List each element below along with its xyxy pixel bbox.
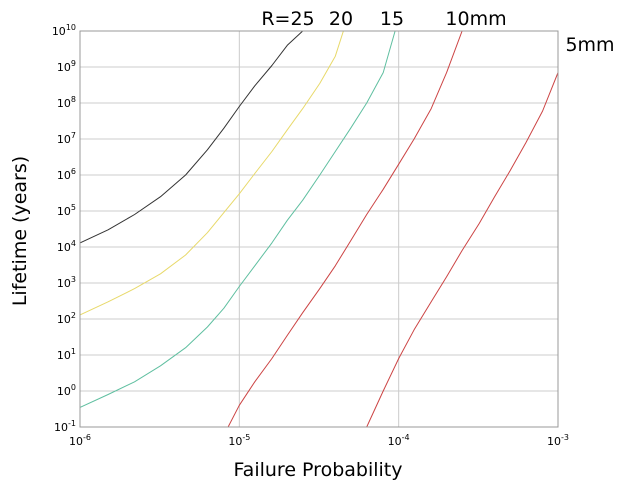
x-axis-title: Failure Probability bbox=[234, 459, 403, 481]
series-label: 20 bbox=[329, 8, 353, 30]
series-group bbox=[80, 31, 558, 427]
series-line-3 bbox=[227, 31, 463, 427]
series-line-4 bbox=[366, 72, 558, 427]
x-tick-label: 10-4 bbox=[388, 433, 410, 448]
y-tick-label: 109 bbox=[57, 59, 76, 74]
y-tick-label: 106 bbox=[57, 167, 76, 182]
series-labels: R=25 20 15 10mm 5mm bbox=[261, 8, 614, 56]
series-label: 10mm bbox=[445, 8, 506, 30]
y-tick-label: 108 bbox=[57, 95, 76, 110]
series-label: R=25 bbox=[261, 8, 314, 30]
y-tick-label: 107 bbox=[57, 131, 76, 146]
x-tick-label: 10-5 bbox=[228, 433, 250, 448]
y-tick-label: 102 bbox=[57, 311, 76, 326]
y-tick-label: 104 bbox=[57, 239, 76, 254]
y-tick-label: 100 bbox=[57, 383, 76, 398]
series-label: 5mm bbox=[565, 34, 614, 56]
y-axis-title: Lifetime (years) bbox=[9, 156, 31, 306]
plot-frame bbox=[79, 30, 559, 428]
series-line-0 bbox=[80, 31, 304, 244]
y-tick-label: 101 bbox=[57, 347, 76, 362]
y-tick-label: 105 bbox=[57, 203, 76, 218]
x-tick-label: 10-3 bbox=[547, 433, 569, 448]
y-tick-label: 103 bbox=[57, 275, 76, 290]
y-tick-label: 10-1 bbox=[54, 419, 76, 434]
x-tick-label: 10-6 bbox=[69, 433, 91, 448]
series-line-1 bbox=[80, 31, 344, 316]
series-line-2 bbox=[80, 31, 396, 408]
grid bbox=[80, 31, 558, 427]
tick-labels: 10-1 100 101 102 103 104 105 106 107 108 109 1010 10… bbox=[52, 23, 569, 448]
y-tick-label: 1010 bbox=[52, 23, 76, 38]
series-label: 15 bbox=[380, 8, 404, 30]
